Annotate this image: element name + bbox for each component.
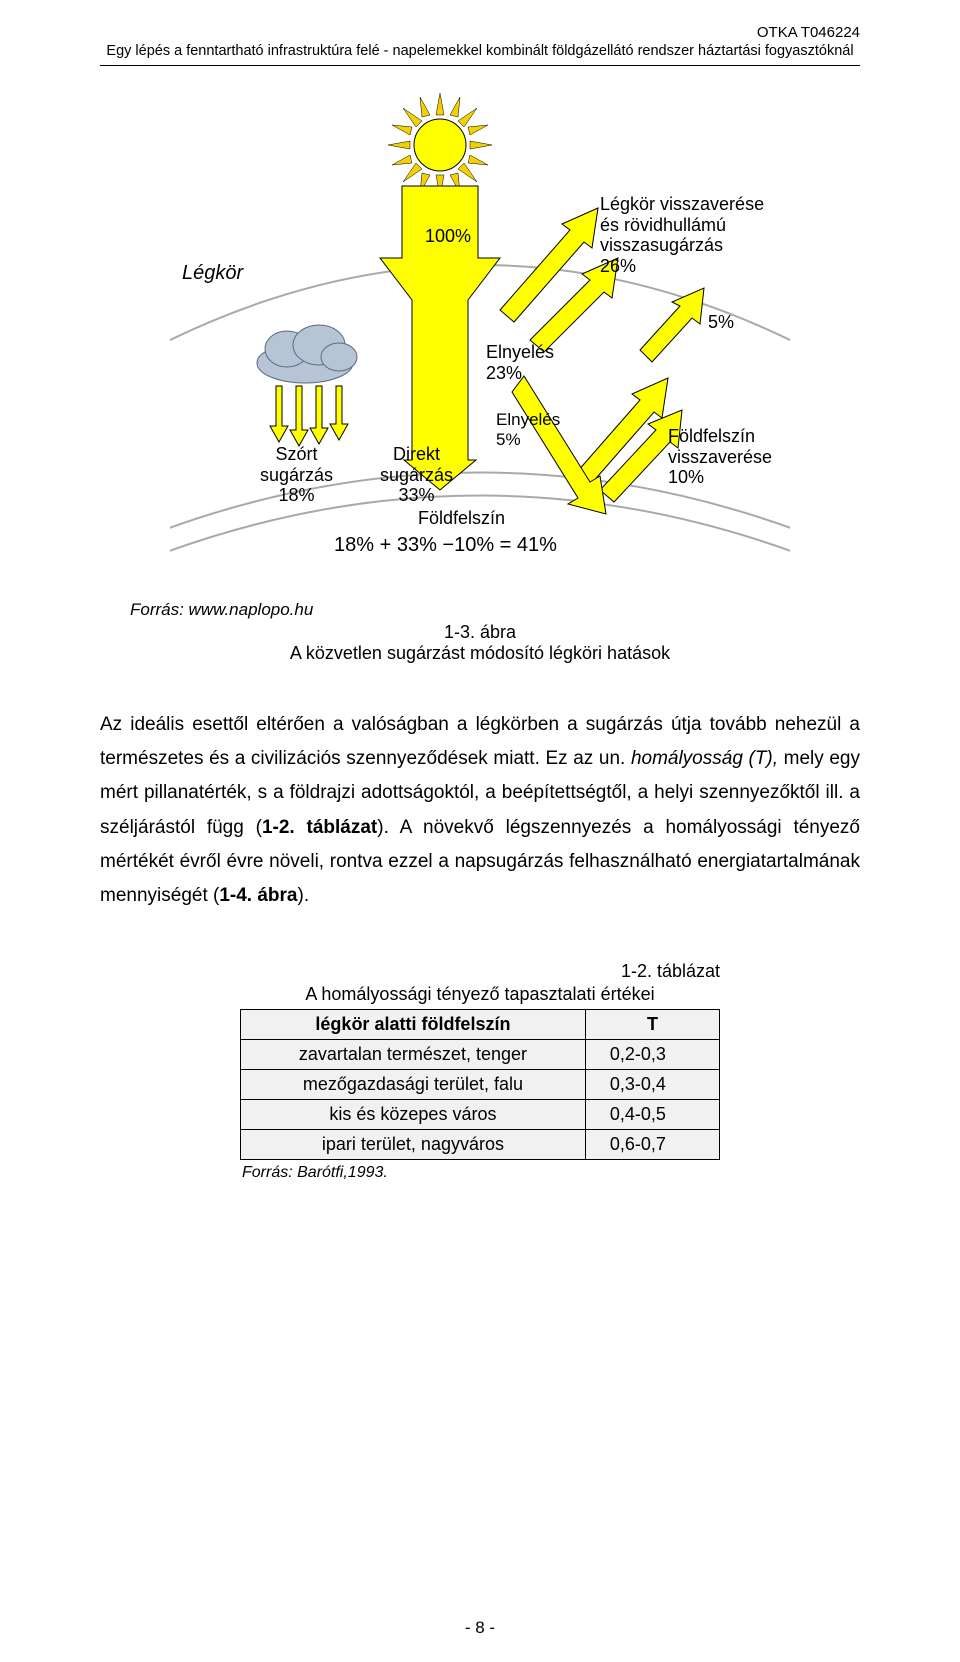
- table-title: A homályossági tényező tapasztalati érté…: [240, 984, 720, 1005]
- body-paragraph: Az ideális esettől eltérően a valóságban…: [100, 708, 860, 913]
- table-cell-label: ipari terület, nagyváros: [241, 1130, 586, 1160]
- label-foldvissza: Földfelszín visszaverése 10%: [668, 426, 772, 488]
- label-legkor: Légkör: [182, 262, 243, 285]
- label-elnyeles23: Elnyelés 23%: [486, 342, 554, 383]
- table-header-col1: légkör alatti földfelszín: [241, 1010, 586, 1040]
- haziness-table: légkör alatti földfelszín T zavartalan t…: [240, 1009, 720, 1160]
- table-row: kis és közepes város 0,4-0,5: [241, 1100, 720, 1130]
- table-cell-value: 0,3-0,4: [585, 1070, 719, 1100]
- table-cell-label: mezőgazdasági terület, falu: [241, 1070, 586, 1100]
- table-source: Forrás: Barótfi,1993.: [242, 1164, 720, 1182]
- figure-caption: A közvetlen sugárzást módosító légköri h…: [100, 643, 860, 664]
- para-seg-b: homályosság (T),: [631, 748, 784, 769]
- table-number: 1-2. táblázat: [240, 961, 720, 982]
- label-elnyeles5: Elnyelés 5%: [496, 410, 560, 449]
- label-foldfelszin: Földfelszín: [418, 508, 505, 529]
- haziness-table-block: 1-2. táblázat A homályossági tényező tap…: [240, 961, 720, 1182]
- figure-source: Forrás: www.naplopo.hu: [130, 600, 860, 620]
- table-row: mezőgazdasági terület, falu 0,3-0,4: [241, 1070, 720, 1100]
- solar-radiation-diagram: Légkör 100% Légkör visszaverése és rövid…: [170, 90, 790, 590]
- table-row: zavartalan természet, tenger 0,2-0,3: [241, 1040, 720, 1070]
- figure-number: 1-3. ábra: [100, 622, 860, 643]
- para-seg-g: ).: [298, 885, 310, 906]
- label-szort: Szórt sugárzás 18%: [260, 444, 333, 506]
- label-equation: 18% + 33% −10% = 41%: [334, 534, 557, 557]
- header-code: OTKA T046224: [100, 24, 860, 41]
- table-header-col2: T: [585, 1010, 719, 1040]
- table-cell-label: kis és közepes város: [241, 1100, 586, 1130]
- table-cell-value: 0,2-0,3: [585, 1040, 719, 1070]
- header-subtitle: Egy lépés a fenntartható infrastruktúra …: [100, 43, 860, 66]
- label-5pct: 5%: [708, 312, 734, 333]
- table-cell-value: 0,4-0,5: [585, 1100, 719, 1130]
- table-cell-value: 0,6-0,7: [585, 1130, 719, 1160]
- para-seg-f: 1-4. ábra: [219, 885, 297, 906]
- table-row: ipari terület, nagyváros 0,6-0,7: [241, 1130, 720, 1160]
- table-header-row: légkör alatti földfelszín T: [241, 1010, 720, 1040]
- label-visszaveres: Légkör visszaverése és rövidhullámú viss…: [600, 194, 764, 277]
- table-cell-label: zavartalan természet, tenger: [241, 1040, 586, 1070]
- label-direkt: Direkt sugárzás 33%: [380, 444, 453, 506]
- label-100pct: 100%: [425, 226, 471, 247]
- page-number: - 8 -: [0, 1618, 960, 1638]
- para-seg-d: 1-2. táblázat: [262, 817, 377, 838]
